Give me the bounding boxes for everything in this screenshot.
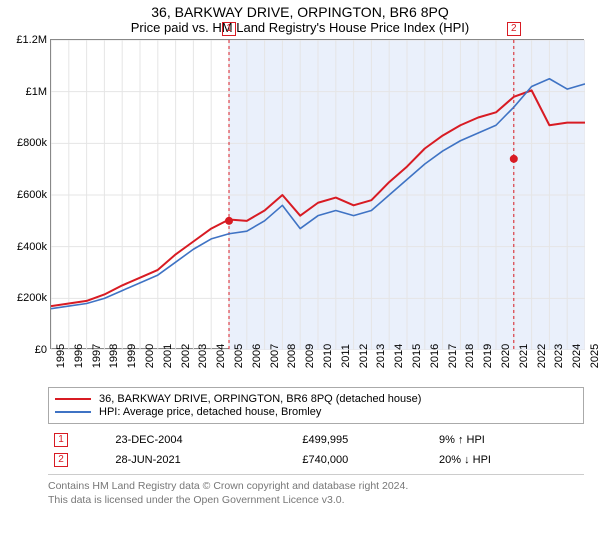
- table-row: 1 23-DEC-2004£499,9959% ↑ HPI: [48, 430, 584, 450]
- x-axis-tick: 2019: [482, 344, 494, 368]
- x-axis-tick: 2003: [197, 344, 209, 368]
- legend-swatch: [55, 411, 91, 413]
- event-marker-label: 1: [222, 22, 236, 36]
- x-axis-tick: 2015: [411, 344, 423, 368]
- x-axis-tick: 2013: [375, 344, 387, 368]
- y-axis-tick: £800k: [3, 137, 47, 149]
- x-axis-tick: 2012: [358, 344, 370, 368]
- y-axis-tick: £1M: [3, 86, 47, 98]
- marker-date: 23-DEC-2004: [109, 430, 296, 450]
- x-axis-tick: 2016: [429, 344, 441, 368]
- x-axis-tick: 1999: [126, 344, 138, 368]
- event-markers-table: 1 23-DEC-2004£499,9959% ↑ HPI 2 28-JUN-2021…: [48, 430, 584, 470]
- marker-chip: 1: [54, 433, 68, 447]
- x-axis-tick: 2018: [464, 344, 476, 368]
- legend-label: 36, BARKWAY DRIVE, ORPINGTON, BR6 8PQ (d…: [99, 393, 421, 405]
- x-axis-tick: 1996: [73, 344, 85, 368]
- x-axis-tick: 2002: [180, 344, 192, 368]
- x-axis-tick: 2014: [393, 344, 405, 368]
- x-axis-tick: 2007: [269, 344, 281, 368]
- legend-label: HPI: Average price, detached house, Brom…: [99, 406, 321, 418]
- x-axis-tick: 2000: [144, 344, 156, 368]
- x-axis-tick: 2011: [340, 344, 352, 368]
- marker-delta: 9% ↑ HPI: [433, 430, 584, 450]
- x-axis-tick: 2017: [447, 344, 459, 368]
- chart-legend: 36, BARKWAY DRIVE, ORPINGTON, BR6 8PQ (d…: [48, 387, 584, 424]
- x-axis-tick: 2021: [518, 344, 530, 368]
- y-axis-tick: £600k: [3, 189, 47, 201]
- x-axis-tick: 2025: [589, 344, 600, 368]
- table-row: 2 28-JUN-2021£740,00020% ↓ HPI: [48, 450, 584, 470]
- y-axis-tick: £1.2M: [3, 34, 47, 46]
- attribution-text: Contains HM Land Registry data © Crown c…: [48, 474, 584, 507]
- page-title: 36, BARKWAY DRIVE, ORPINGTON, BR6 8PQ: [0, 0, 600, 20]
- y-axis-tick: £400k: [3, 241, 47, 253]
- legend-item: 36, BARKWAY DRIVE, ORPINGTON, BR6 8PQ (d…: [55, 393, 577, 405]
- x-axis-tick: 2010: [322, 344, 334, 368]
- x-axis-tick: 2009: [304, 344, 316, 368]
- attribution-line-1: Contains HM Land Registry data © Crown c…: [48, 479, 584, 493]
- marker-price: £499,995: [296, 430, 433, 450]
- legend-swatch: [55, 398, 91, 400]
- x-axis-tick: 2022: [536, 344, 548, 368]
- x-axis-tick: 2001: [162, 344, 174, 368]
- x-axis-tick: 2006: [251, 344, 263, 368]
- attribution-line-2: This data is licensed under the Open Gov…: [48, 493, 584, 507]
- x-axis-tick: 2020: [500, 344, 512, 368]
- marker-delta: 20% ↓ HPI: [433, 450, 584, 470]
- x-axis-tick: 1995: [55, 344, 67, 368]
- marker-date: 28-JUN-2021: [109, 450, 296, 470]
- x-axis-tick: 1998: [108, 344, 120, 368]
- x-axis-tick: 2023: [553, 344, 565, 368]
- y-axis-tick: £200k: [3, 292, 47, 304]
- x-axis-tick: 2024: [571, 344, 583, 368]
- marker-price: £740,000: [296, 450, 433, 470]
- legend-item: HPI: Average price, detached house, Brom…: [55, 406, 577, 418]
- marker-chip: 2: [54, 453, 68, 467]
- y-axis-tick: £0: [3, 344, 47, 356]
- price-hpi-chart: 12£0£200k£400k£600k£800k£1M£1.2M19951996…: [50, 39, 584, 349]
- x-axis-tick: 2008: [286, 344, 298, 368]
- x-axis-tick: 1997: [91, 344, 103, 368]
- x-axis-tick: 2004: [215, 344, 227, 368]
- event-marker-label: 2: [507, 22, 521, 36]
- x-axis-tick: 2005: [233, 344, 245, 368]
